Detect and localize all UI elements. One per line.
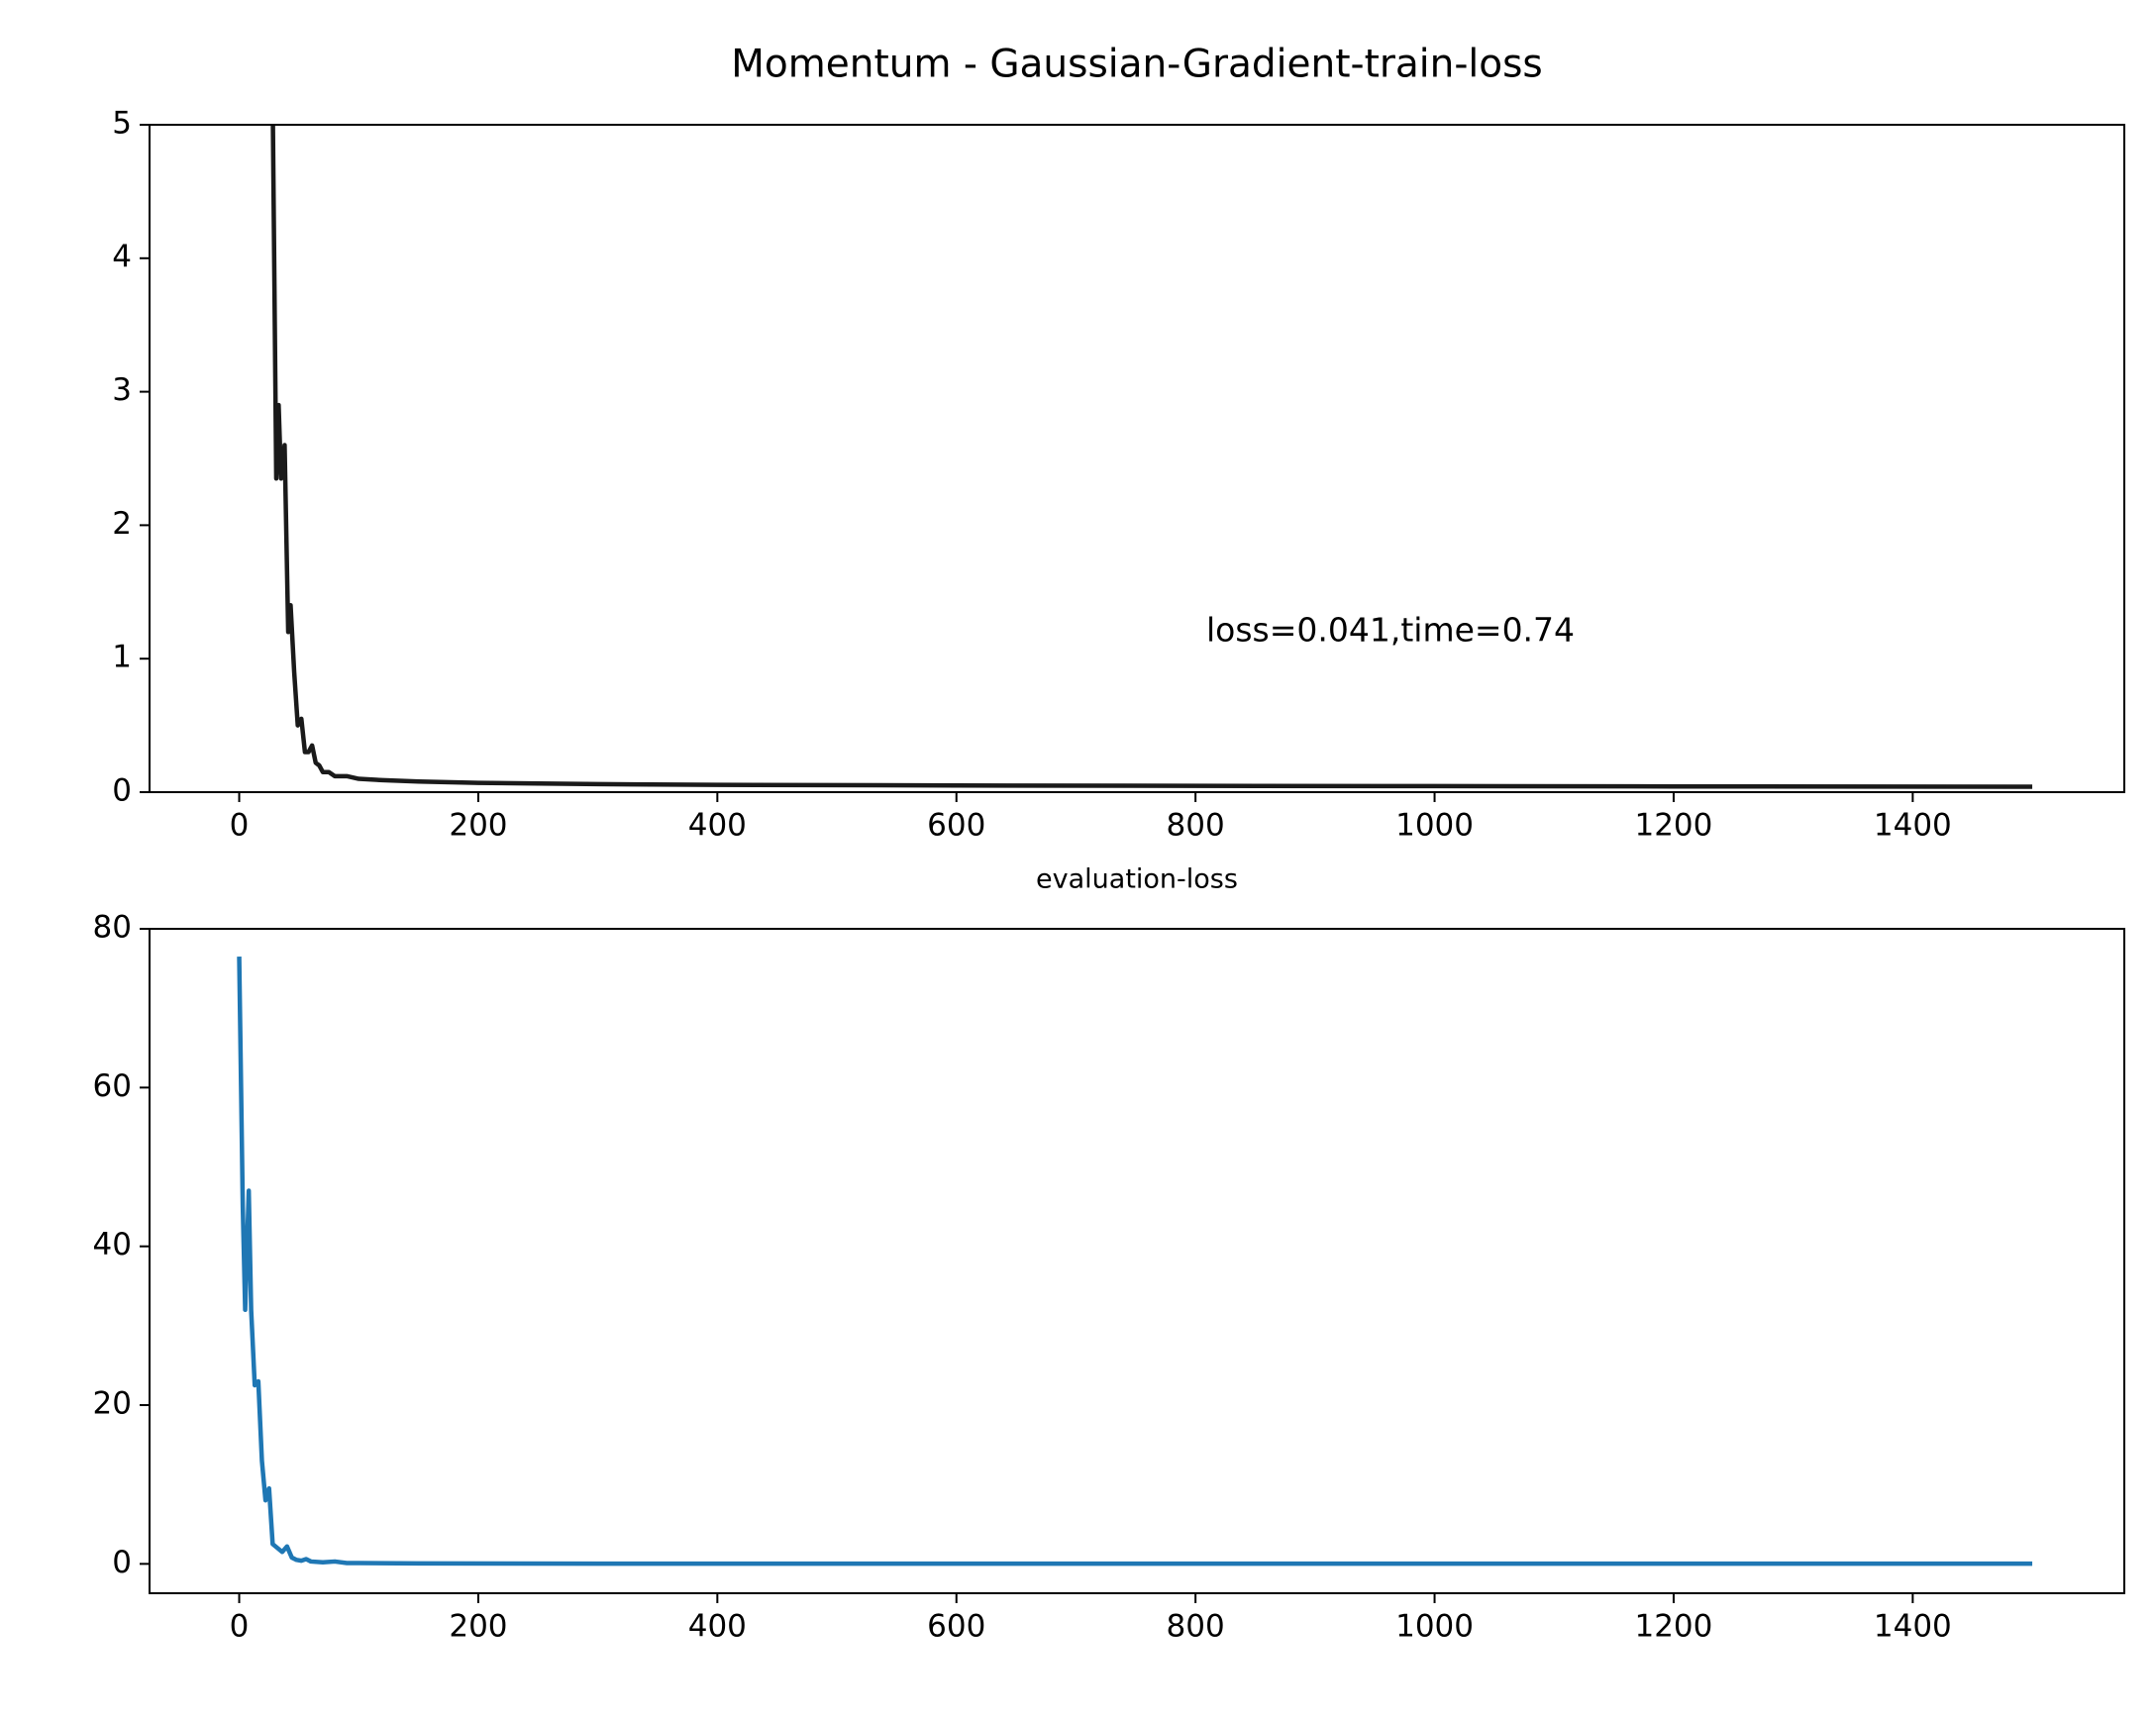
y-tick-label: 40	[93, 1227, 132, 1263]
y-tick-label: 1	[112, 640, 132, 675]
axes-frame	[149, 928, 2125, 1594]
x-tick-label: 1000	[1395, 808, 1474, 844]
axes-frame	[149, 124, 2125, 793]
x-tick-label: 400	[688, 808, 747, 844]
y-tick-label: 0	[112, 773, 132, 809]
x-tick-label: 800	[1167, 1609, 1225, 1645]
x-tick-label: 800	[1167, 808, 1225, 844]
x-tick-label: 1200	[1634, 1609, 1712, 1645]
y-tick-label: 5	[112, 106, 132, 142]
x-tick-label: 600	[927, 808, 985, 844]
y-tick-label: 80	[93, 910, 132, 946]
plot-area	[237, 957, 2033, 1567]
data-line	[270, 125, 2033, 789]
chart-title: evaluation-loss	[1036, 864, 1238, 895]
x-tick-label: 200	[449, 808, 507, 844]
y-tick-label: 2	[112, 506, 132, 542]
y-tick-label: 3	[112, 372, 132, 408]
y-tick-label: 0	[112, 1545, 132, 1580]
annotation: loss=0.041,time=0.74	[1206, 611, 1575, 650]
x-tick-label: 600	[927, 1609, 985, 1645]
x-tick-label: 0	[230, 1609, 250, 1645]
y-tick-label: 4	[112, 239, 132, 274]
y-tick-label: 20	[93, 1386, 132, 1422]
x-tick-label: 200	[449, 1609, 507, 1645]
x-tick-label: 1400	[1874, 808, 1952, 844]
y-tick-label: 60	[93, 1068, 132, 1104]
x-tick-label: 1200	[1634, 808, 1712, 844]
plot-area	[270, 125, 2033, 789]
data-line	[237, 957, 2033, 1567]
x-tick-label: 0	[230, 808, 250, 844]
x-tick-label: 400	[688, 1609, 747, 1645]
x-tick-label: 1000	[1395, 1609, 1474, 1645]
x-tick-label: 1400	[1874, 1609, 1952, 1645]
chart-title: Momentum - Gaussian-Gradient-train-loss	[731, 43, 1543, 87]
